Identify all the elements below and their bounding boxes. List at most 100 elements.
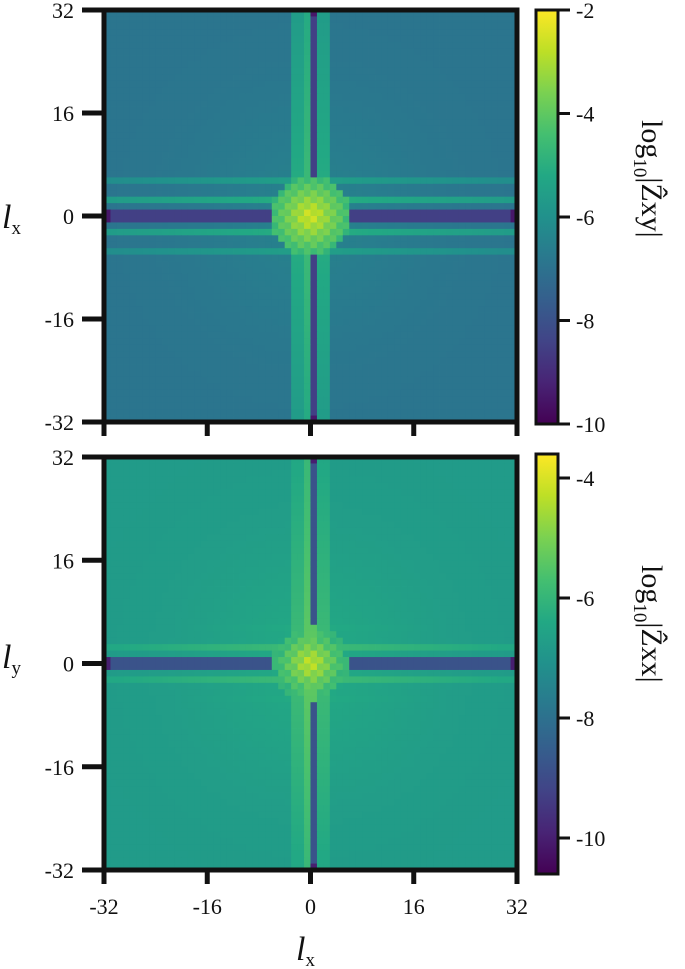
heatmap-cell: [316, 261, 324, 268]
heatmap-cell: [129, 409, 137, 416]
heatmap-cell: [484, 100, 492, 107]
heatmap-cell: [329, 267, 337, 275]
heatmap-cell: [149, 87, 157, 95]
heatmap-cell: [342, 357, 350, 365]
heatmap-cell: [149, 145, 157, 153]
heatmap-cell: [381, 344, 389, 352]
heatmap-cell: [452, 119, 460, 127]
heatmap-cell: [174, 74, 182, 82]
heatmap-cell: [258, 534, 266, 542]
heatmap-cell: [387, 370, 395, 378]
heatmap-cell: [213, 396, 221, 404]
heatmap-cell: [258, 469, 266, 477]
heatmap-cell: [355, 267, 363, 275]
heatmap-cell: [213, 364, 221, 371]
heatmap-cell: [304, 370, 311, 378]
heatmap-cell: [304, 476, 311, 484]
heatmap-cell: [362, 10, 369, 17]
heatmap-cell: [458, 42, 466, 50]
heatmap-cell: [400, 402, 408, 410]
heatmap-cell: [310, 10, 318, 17]
heatmap-cell: [504, 267, 511, 275]
heatmap-cell: [123, 389, 131, 397]
heatmap-cell: [278, 241, 286, 249]
heatmap-cell: [387, 344, 395, 352]
heatmap-cell: [407, 463, 415, 471]
heatmap-cell: [349, 183, 357, 191]
heatmap-cell: [381, 254, 389, 262]
heatmap-cell: [181, 170, 189, 178]
heatmap-cell: [458, 261, 466, 268]
heatmap-cell: [471, 164, 479, 172]
heatmap-cell: [220, 125, 228, 133]
heatmap-cell: [323, 42, 331, 50]
heatmap-cell: [265, 248, 273, 256]
heatmap-cell: [174, 540, 182, 548]
heatmap-cell: [304, 29, 311, 37]
heatmap-cell: [413, 319, 421, 326]
heatmap-cell: [284, 55, 292, 62]
heatmap-cell: [375, 190, 382, 198]
heatmap-cell: [426, 376, 434, 384]
heatmap-cell: [368, 409, 376, 416]
heatmap-cell: [245, 319, 253, 326]
heatmap-cell: [310, 216, 318, 223]
heatmap-cell: [110, 10, 118, 17]
heatmap-cell: [181, 48, 189, 56]
heatmap-cell: [484, 370, 492, 378]
heatmap-cell: [420, 209, 428, 217]
heatmap-cell: [394, 502, 402, 510]
heatmap-cell: [342, 383, 350, 391]
heatmap-cell: [239, 376, 247, 384]
heatmap-cell: [149, 325, 157, 333]
heatmap-cell: [316, 228, 324, 236]
heatmap-cell: [504, 306, 511, 313]
heatmap-cell: [129, 100, 137, 107]
heatmap-cell: [420, 312, 428, 320]
heatmap-cell: [484, 469, 492, 477]
heatmap-cell: [181, 319, 189, 326]
heatmap-cell: [304, 469, 311, 477]
heatmap-cell: [239, 74, 247, 82]
heatmap-cell: [187, 106, 195, 114]
heatmap-cell: [149, 357, 157, 365]
heatmap-cell: [458, 119, 466, 127]
heatmap-cell: [323, 325, 331, 333]
heatmap-cell: [181, 338, 189, 346]
heatmap-cell: [245, 280, 253, 288]
heatmap-cell: [465, 299, 473, 307]
heatmap-cell: [149, 67, 157, 75]
heatmap-cell: [420, 489, 428, 497]
heatmap-cell: [142, 228, 150, 236]
heatmap-cell: [433, 409, 440, 416]
heatmap-cell: [362, 521, 369, 529]
heatmap-cell: [226, 67, 234, 75]
heatmap-cell: [394, 80, 402, 88]
heatmap-cell: [116, 158, 124, 165]
heatmap-cell: [136, 402, 144, 410]
heatmap-cell: [265, 515, 273, 522]
heatmap-cell: [291, 286, 298, 294]
heatmap-cell: [375, 389, 382, 397]
heatmap-cell: [265, 158, 273, 165]
heatmap-cell: [394, 306, 402, 313]
heatmap-cell: [187, 383, 195, 391]
heatmap-cell: [400, 351, 408, 359]
heatmap-cell: [239, 502, 247, 510]
heatmap-cell: [478, 357, 486, 365]
heatmap-cell: [439, 183, 447, 191]
heatmap-cell: [439, 482, 447, 490]
heatmap-cell: [368, 158, 376, 165]
heatmap-cell: [497, 409, 505, 416]
heatmap-cell: [426, 267, 434, 275]
heatmap-cell: [458, 338, 466, 346]
heatmap-cell: [426, 222, 434, 230]
heatmap-cell: [104, 306, 111, 313]
heatmap-cell: [465, 151, 473, 159]
heatmap-cell: [207, 216, 215, 223]
heatmap-cell: [129, 364, 137, 371]
heatmap-cell: [381, 508, 389, 516]
heatmap-cell: [110, 402, 118, 410]
heatmap-cell: [149, 209, 157, 217]
heatmap-cell: [362, 273, 369, 281]
